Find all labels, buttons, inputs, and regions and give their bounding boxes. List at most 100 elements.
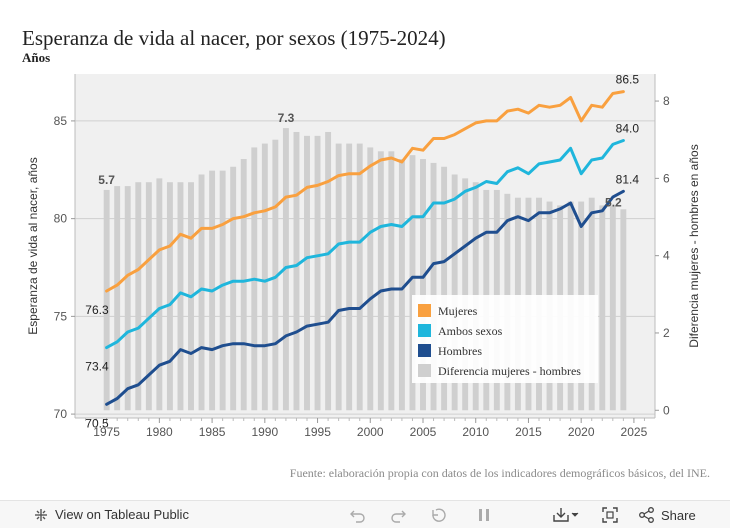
legend-label-diferencia-mujeres---hombres: Diferencia mujeres - hombres bbox=[438, 364, 581, 378]
share-icon bbox=[639, 507, 654, 523]
x-tick-label-1975: 1975 bbox=[93, 425, 120, 439]
download-icon bbox=[553, 508, 579, 522]
bar-diff-1999 bbox=[356, 143, 363, 411]
bar-diff-2001 bbox=[377, 151, 384, 411]
bar-diff-1977 bbox=[124, 186, 131, 411]
y2-tick-label-0: 0 bbox=[663, 403, 670, 417]
bar-diff-1995 bbox=[314, 135, 321, 411]
y-tick-label-70: 70 bbox=[54, 407, 68, 421]
share-button[interactable]: Share bbox=[638, 505, 696, 525]
legend-label-ambos-sexos: Ambos sexos bbox=[438, 324, 503, 338]
x-tick-label-2020: 2020 bbox=[568, 425, 595, 439]
x-tick-label-1995: 1995 bbox=[304, 425, 331, 439]
bar-diff-1987 bbox=[230, 166, 237, 411]
y-tick-label-85: 85 bbox=[54, 114, 68, 128]
redo-icon bbox=[391, 510, 406, 523]
legend-swatch-hombres bbox=[418, 344, 431, 357]
legend-box bbox=[412, 295, 598, 383]
view-on-tableau-link[interactable]: View on Tableau Public bbox=[34, 507, 189, 522]
share-label: Share bbox=[661, 507, 696, 523]
y2-tick-label-2: 2 bbox=[663, 326, 670, 340]
data-label-mujeres-1975: 76.3 bbox=[85, 303, 109, 317]
tableau-logo-icon bbox=[35, 508, 47, 521]
y2-tick-label-8: 8 bbox=[663, 94, 670, 108]
bar-diff-1979 bbox=[145, 182, 152, 411]
x-tick-label-2010: 2010 bbox=[462, 425, 489, 439]
bar-diff-2022 bbox=[599, 205, 606, 411]
bar-diff-1981 bbox=[166, 182, 173, 411]
x-tick-label-1985: 1985 bbox=[199, 425, 226, 439]
legend-label-mujeres: Mujeres bbox=[438, 304, 478, 318]
legend-swatch-mujeres bbox=[418, 304, 431, 317]
y-axis-title: Esperanza de vida al nacer, años bbox=[26, 157, 40, 334]
bar-diff-1986 bbox=[219, 170, 226, 411]
redo-button[interactable] bbox=[388, 505, 408, 525]
bar-diff-2007 bbox=[441, 166, 448, 411]
data-label-hombres-1975: 70.5 bbox=[85, 416, 109, 430]
bar-diff-2000 bbox=[367, 147, 374, 411]
x-tick-label-2000: 2000 bbox=[357, 425, 384, 439]
data-label-ambos-sexos-2024: 84.0 bbox=[616, 121, 640, 135]
bar-diff-1976 bbox=[114, 186, 121, 411]
data-label-diferencia-mujeres---hombres-1992: 7.3 bbox=[278, 111, 295, 125]
legend-swatch-diferencia-mujeres---hombres bbox=[418, 364, 431, 377]
bar-diff-1990 bbox=[261, 143, 268, 411]
data-label-diferencia-mujeres---hombres-1975: 5.7 bbox=[98, 173, 115, 187]
bar-diff-2024 bbox=[620, 209, 627, 411]
bar-diff-1997 bbox=[335, 143, 342, 411]
data-label-diferencia-mujeres---hombres-2024: 5.2 bbox=[605, 195, 622, 209]
y-tick-label-80: 80 bbox=[54, 212, 68, 226]
revert-button[interactable] bbox=[428, 505, 448, 525]
bar-diff-2006 bbox=[430, 162, 437, 411]
x-tick-label-2005: 2005 bbox=[410, 425, 437, 439]
pause-button[interactable] bbox=[474, 505, 494, 525]
line-mujeres bbox=[105, 90, 625, 293]
bar-diff-1984 bbox=[198, 174, 205, 411]
x-tick-label-2015: 2015 bbox=[515, 425, 542, 439]
revert-icon bbox=[432, 508, 446, 522]
undo-icon bbox=[350, 510, 365, 523]
bar-diff-1993 bbox=[293, 131, 300, 411]
bar-diff-1996 bbox=[325, 131, 332, 411]
line-hombres bbox=[105, 189, 625, 406]
y-tick-label-75: 75 bbox=[54, 309, 68, 323]
bar-diff-1994 bbox=[304, 135, 310, 411]
fullscreen-icon bbox=[602, 507, 618, 523]
data-label-ambos-sexos-1975: 73.4 bbox=[85, 360, 109, 374]
bar-diff-2023 bbox=[609, 205, 616, 411]
chart-subtitle: Años bbox=[22, 50, 51, 65]
legend-label-hombres: Hombres bbox=[438, 344, 482, 358]
pause-icon bbox=[479, 509, 489, 521]
data-label-hombres-2024: 81.4 bbox=[616, 172, 640, 186]
y2-tick-label-6: 6 bbox=[663, 171, 670, 185]
bar-diff-2002 bbox=[388, 151, 395, 411]
bar-diff-1982 bbox=[177, 182, 184, 411]
bar-diff-2004 bbox=[409, 155, 416, 411]
line-ambos-sexos bbox=[105, 139, 625, 350]
data-label-mujeres-2024: 86.5 bbox=[616, 73, 640, 87]
footer-toolbar: View on Tableau Public bbox=[0, 500, 730, 528]
bar-diff-2009 bbox=[462, 178, 469, 411]
x-tick-label-2025: 2025 bbox=[621, 425, 648, 439]
source-note: Fuente: elaboración propia con datos de … bbox=[289, 466, 710, 480]
view-on-tableau-label: View on Tableau Public bbox=[55, 507, 189, 522]
bar-diff-1978 bbox=[135, 182, 142, 411]
chart-title: Esperanza de vida al nacer, por sexos (1… bbox=[22, 26, 446, 50]
bar-diff-2003 bbox=[398, 159, 405, 411]
bar-diff-1975 bbox=[103, 189, 110, 411]
y2-tick-label-4: 4 bbox=[663, 249, 670, 263]
x-tick-label-1990: 1990 bbox=[251, 425, 278, 439]
fullscreen-button[interactable] bbox=[600, 505, 620, 525]
bar-diff-2008 bbox=[451, 174, 458, 411]
bar-diff-1991 bbox=[272, 139, 279, 411]
legend-swatch-ambos-sexos bbox=[418, 324, 431, 337]
x-tick-label-1980: 1980 bbox=[146, 425, 173, 439]
bar-diff-1998 bbox=[346, 143, 353, 411]
chart-svg: 1975 1980 1985 1990 1995 2000 2005 2010 2015 2020… bbox=[26, 73, 701, 439]
download-button[interactable] bbox=[552, 505, 580, 525]
bar-diff-1988 bbox=[240, 159, 247, 411]
y2-axis-title: Diferencia mujeres - hombres en años bbox=[687, 144, 701, 347]
bar-diff-1980 bbox=[156, 178, 163, 411]
undo-button[interactable] bbox=[348, 505, 368, 525]
bar-diff-2005 bbox=[420, 159, 426, 411]
